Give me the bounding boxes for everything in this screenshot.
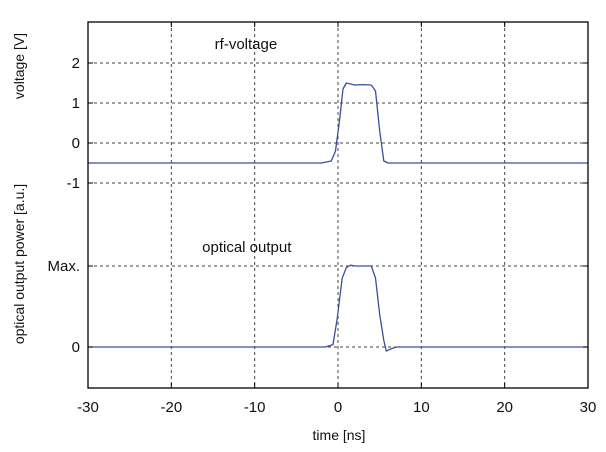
y-axis-title-optical: optical output power [a.u.] [11, 184, 27, 344]
series-line-panel-1 [88, 82, 588, 164]
y-tick-label: 2 [72, 55, 80, 72]
y-tick-label: 0 [72, 135, 80, 152]
y-tick-label: 0 [72, 339, 80, 356]
x-tick-label: -20 [160, 399, 182, 416]
y-tick-label: Max. [47, 258, 80, 275]
series-line-panel-2 [88, 264, 588, 352]
series-layer [88, 82, 588, 352]
annotation-label: optical output [202, 239, 292, 256]
x-axis-title: time [ns] [313, 427, 366, 443]
y-axis-title-voltage: voltage [V] [11, 33, 27, 99]
y-tick-label: 1 [72, 95, 80, 112]
annotations: rf-voltage optical output [202, 36, 292, 256]
x-tick-label: 20 [496, 399, 513, 416]
x-tick-label: 30 [580, 399, 597, 416]
y-tick-label: -1 [67, 175, 80, 192]
x-tick-label: 0 [334, 399, 342, 416]
x-tick-label: 10 [413, 399, 430, 416]
x-tick-label: -30 [77, 399, 99, 416]
grid-lines [88, 22, 588, 388]
x-tick-label: -10 [244, 399, 266, 416]
annotation-label: rf-voltage [215, 36, 278, 53]
